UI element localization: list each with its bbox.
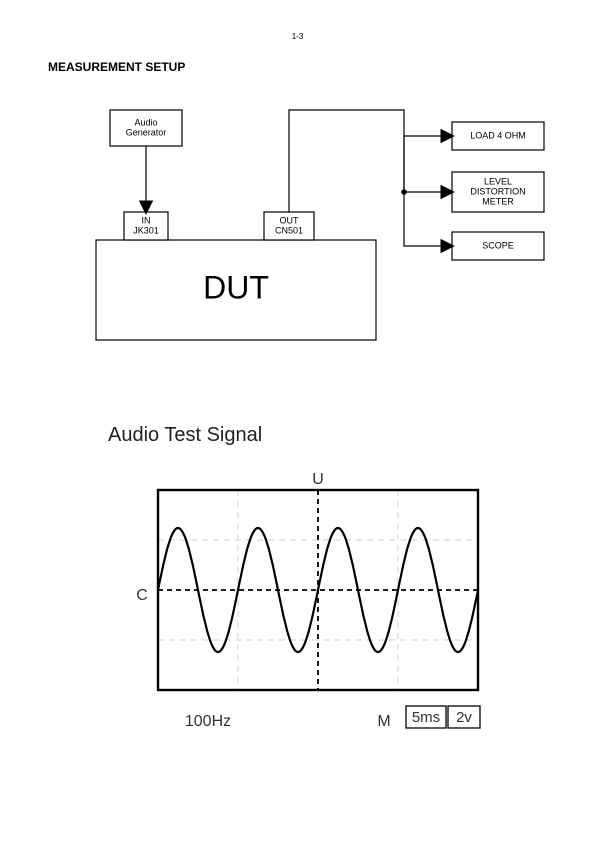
page-title: MEASUREMENT SETUP [48, 60, 185, 74]
block-diagram: AudioGenerator DUT INJK301 OUTCN501 LOAD 4 O… [48, 100, 558, 360]
svg-text:C: C [136, 587, 148, 604]
audio-signal-chart: U C 100Hz M 5ms 2v [108, 456, 508, 756]
svg-text:SCOPE: SCOPE [482, 240, 514, 250]
svg-text:Audio: Audio [134, 117, 157, 127]
page-number: 1-3 [0, 32, 595, 41]
svg-text:LEVEL: LEVEL [484, 176, 512, 186]
svg-text:IN: IN [142, 215, 151, 225]
svg-text:LOAD 4 OHM: LOAD 4 OHM [470, 130, 526, 140]
signal-title: Audio Test Signal [108, 424, 262, 447]
svg-text:DISTORTION: DISTORTION [470, 186, 525, 196]
svg-text:CN501: CN501 [275, 225, 303, 235]
svg-text:DUT: DUT [203, 269, 269, 305]
svg-text:JK301: JK301 [133, 225, 159, 235]
svg-text:OUT: OUT [280, 215, 300, 225]
svg-text:2v: 2v [456, 709, 472, 726]
svg-text:Generator: Generator [126, 127, 167, 137]
svg-text:U: U [312, 471, 324, 488]
svg-text:METER: METER [482, 196, 514, 206]
svg-text:5ms: 5ms [412, 709, 440, 726]
svg-text:M: M [377, 713, 390, 730]
svg-text:100Hz: 100Hz [185, 713, 231, 730]
